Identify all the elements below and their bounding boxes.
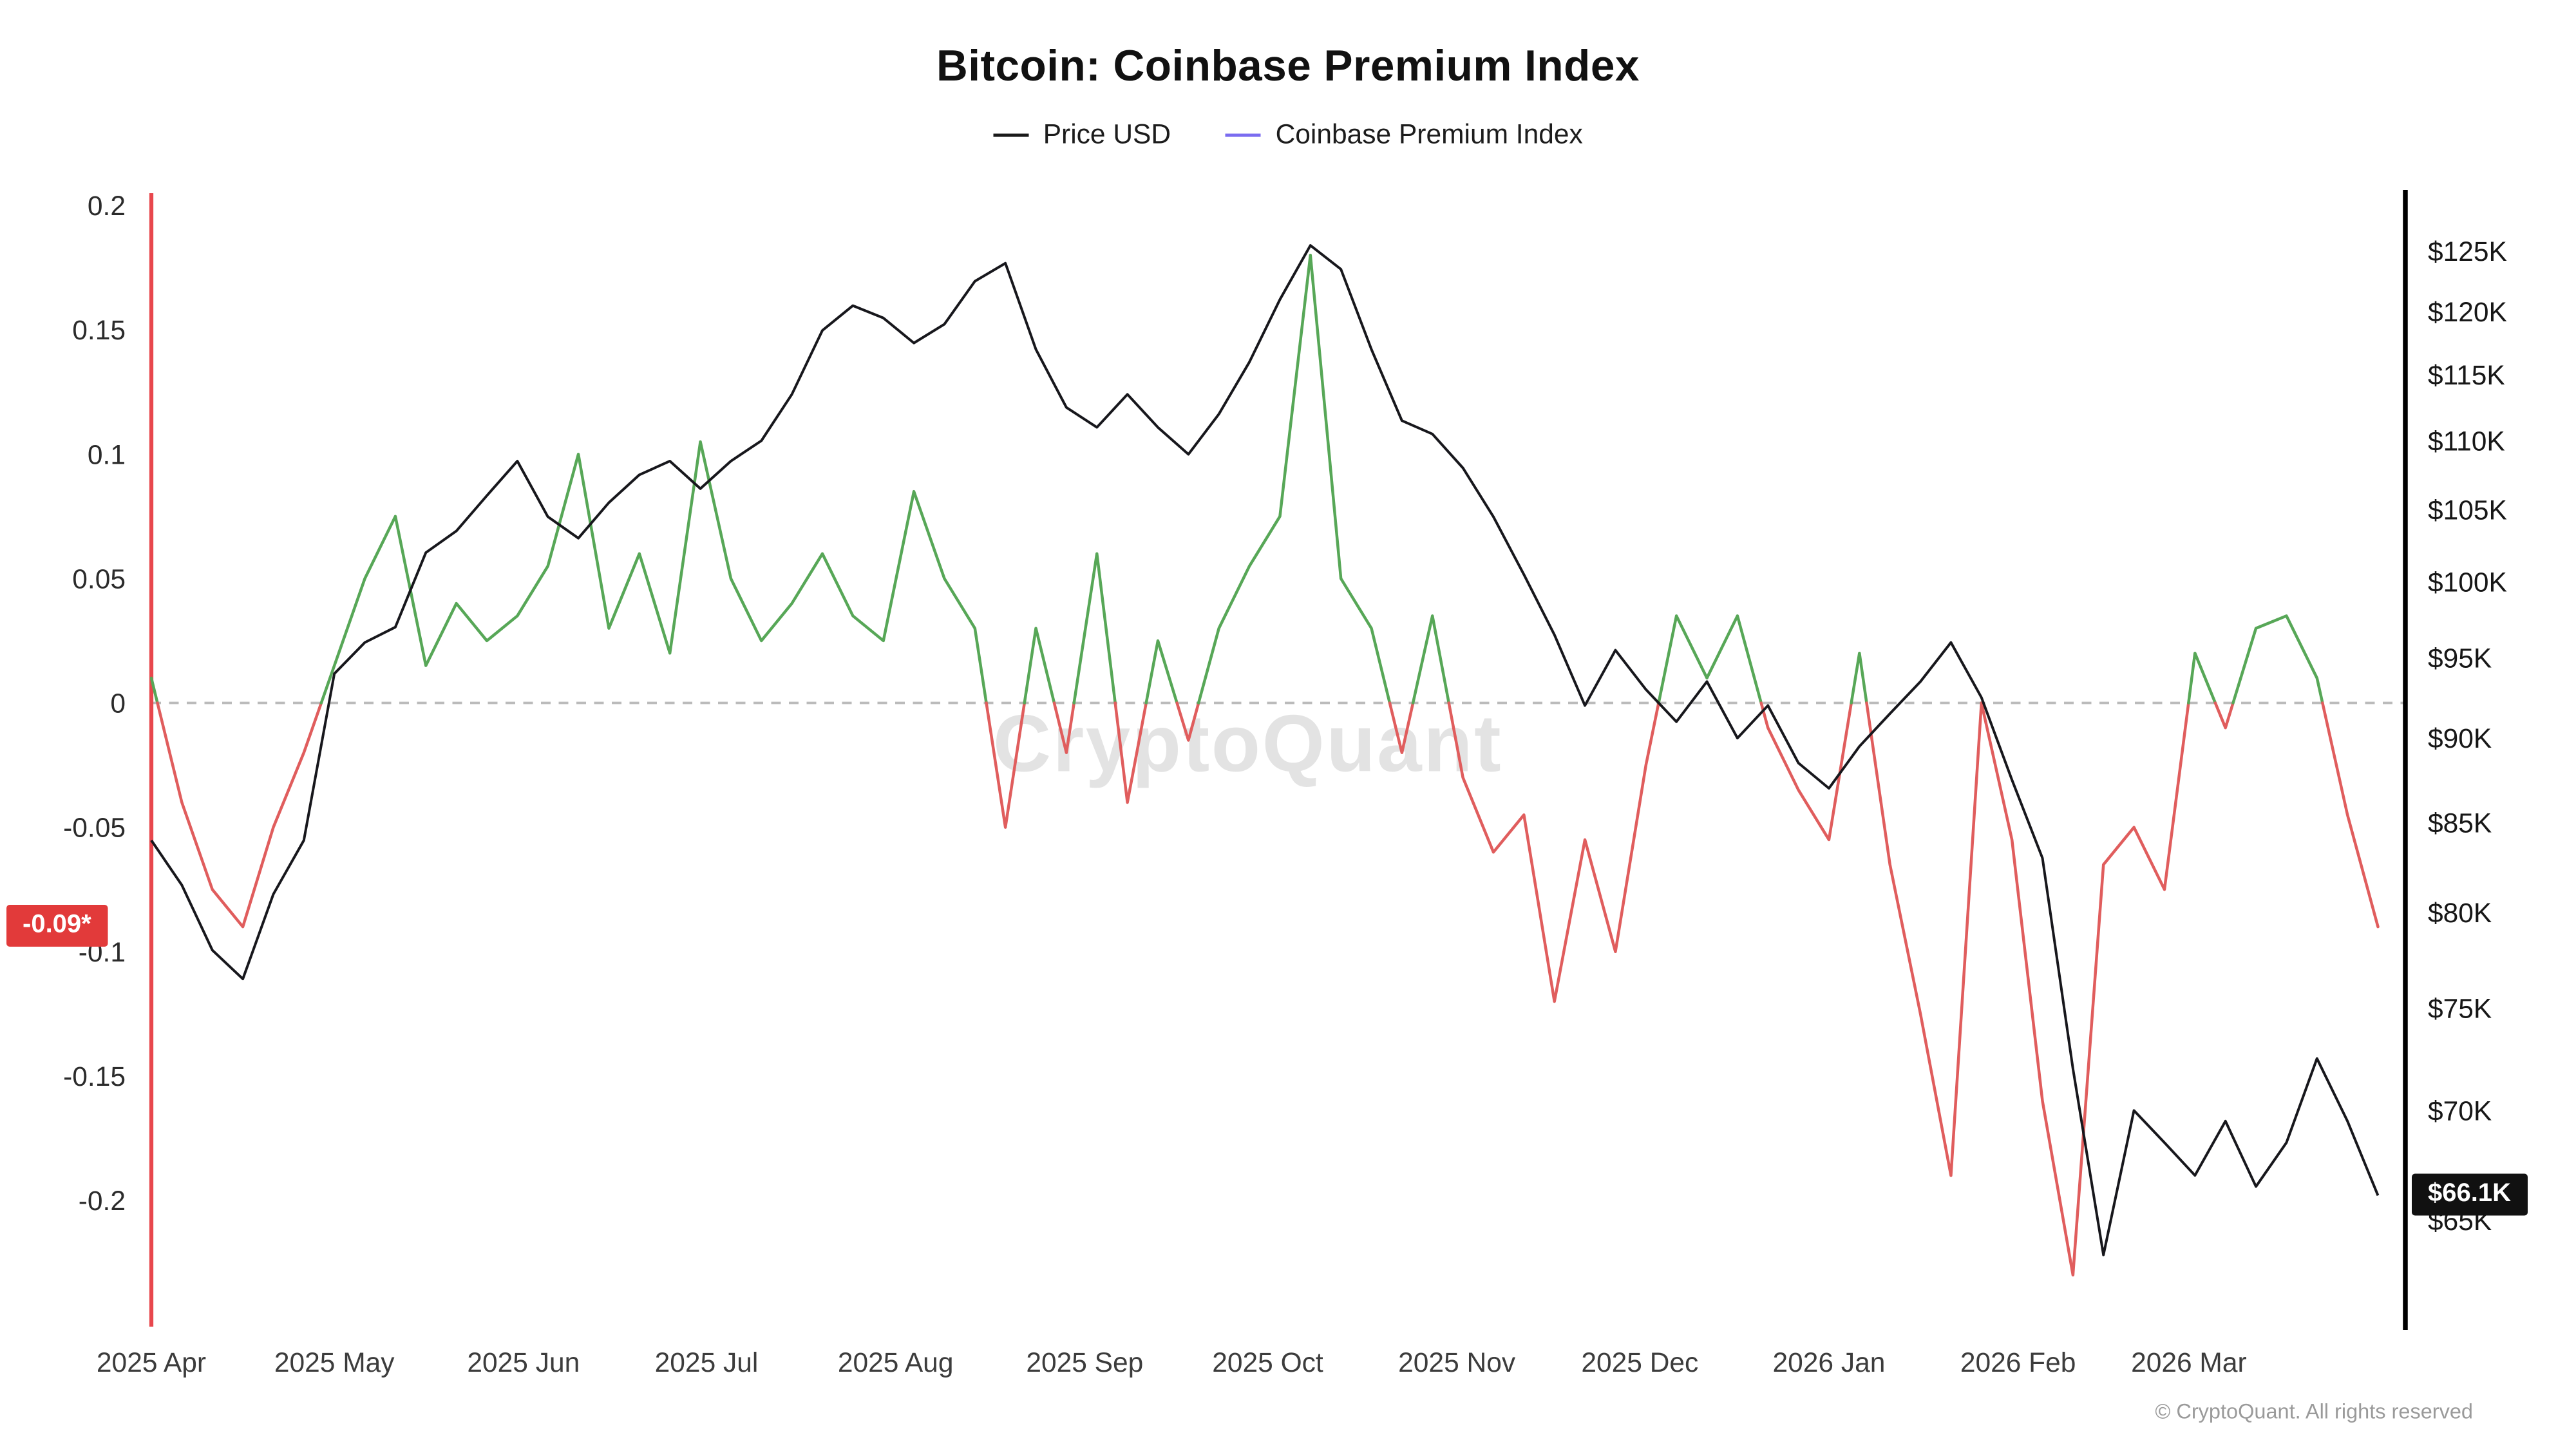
svg-text:2025 Jun: 2025 Jun [467, 1348, 580, 1378]
premium-series [149, 254, 2380, 1277]
svg-text:2025 Jul: 2025 Jul [655, 1348, 759, 1378]
copyright-footer: © CryptoQuant. All rights reserved [2155, 1399, 2473, 1424]
svg-text:-0.2: -0.2 [79, 1186, 126, 1217]
svg-text:0.1: 0.1 [88, 440, 126, 470]
premium-current-badge: -0.09* [6, 904, 108, 947]
price-line-swatch-icon [993, 133, 1029, 137]
svg-text:0.15: 0.15 [72, 316, 126, 346]
svg-text:2025 Nov: 2025 Nov [1398, 1348, 1516, 1378]
svg-text:$90K: $90K [2428, 724, 2492, 754]
svg-text:2026 Mar: 2026 Mar [2131, 1348, 2247, 1378]
legend-item-price[interactable]: Price USD [993, 119, 1171, 151]
right-axis-ticks: $125K $120K $115K $110K $105K $100K $95K $90K $8… [2428, 237, 2507, 1236]
cryptoquant-watermark: CryptoQuant [992, 699, 1503, 789]
svg-text:0.05: 0.05 [72, 564, 126, 594]
svg-text:2025 Sep: 2025 Sep [1026, 1348, 1143, 1378]
svg-text:$110K: $110K [2428, 426, 2505, 457]
svg-text:$70K: $70K [2428, 1096, 2492, 1126]
svg-text:$100K: $100K [2428, 568, 2507, 598]
legend: Price USD Coinbase Premium Index [0, 119, 2576, 151]
x-axis-ticks: 2025 Apr 2025 May 2025 Jun 2025 Jul 2025 Aug… [97, 1348, 2247, 1378]
svg-text:$95K: $95K [2428, 644, 2492, 674]
premium-line-swatch-icon [1226, 133, 1262, 137]
svg-text:$105K: $105K [2428, 495, 2507, 526]
svg-text:2025 May: 2025 May [274, 1348, 395, 1378]
svg-text:2025 Apr: 2025 Apr [97, 1348, 206, 1378]
svg-text:2025 Oct: 2025 Oct [1212, 1348, 1323, 1378]
svg-text:$80K: $80K [2428, 898, 2492, 929]
svg-text:2025 Dec: 2025 Dec [1581, 1348, 1698, 1378]
svg-text:$120K: $120K [2428, 298, 2507, 328]
left-axis-ticks: 0.20.150.10.050-0.05-0.1-0.15-0.2 [63, 191, 126, 1217]
svg-text:$75K: $75K [2428, 994, 2492, 1025]
svg-text:2026 Feb: 2026 Feb [1960, 1348, 2076, 1378]
svg-text:$85K: $85K [2428, 809, 2492, 839]
price-series [150, 244, 2380, 1256]
svg-text:$125K: $125K [2428, 237, 2507, 267]
svg-text:0.2: 0.2 [88, 191, 126, 222]
svg-text:0: 0 [110, 689, 126, 719]
svg-text:-0.15: -0.15 [63, 1062, 126, 1092]
svg-text:2025 Aug: 2025 Aug [838, 1348, 954, 1378]
legend-item-premium[interactable]: Coinbase Premium Index [1226, 119, 1583, 151]
price-current-badge: $66.1K [2412, 1173, 2527, 1215]
svg-text:-0.05: -0.05 [63, 813, 126, 844]
chart-title: Bitcoin: Coinbase Premium Index [936, 42, 1640, 90]
legend-label-price: Price USD [1043, 119, 1171, 150]
svg-text:$115K: $115K [2428, 361, 2505, 391]
svg-text:2026 Jan: 2026 Jan [1773, 1348, 1886, 1378]
legend-label-premium: Coinbase Premium Index [1275, 119, 1583, 150]
